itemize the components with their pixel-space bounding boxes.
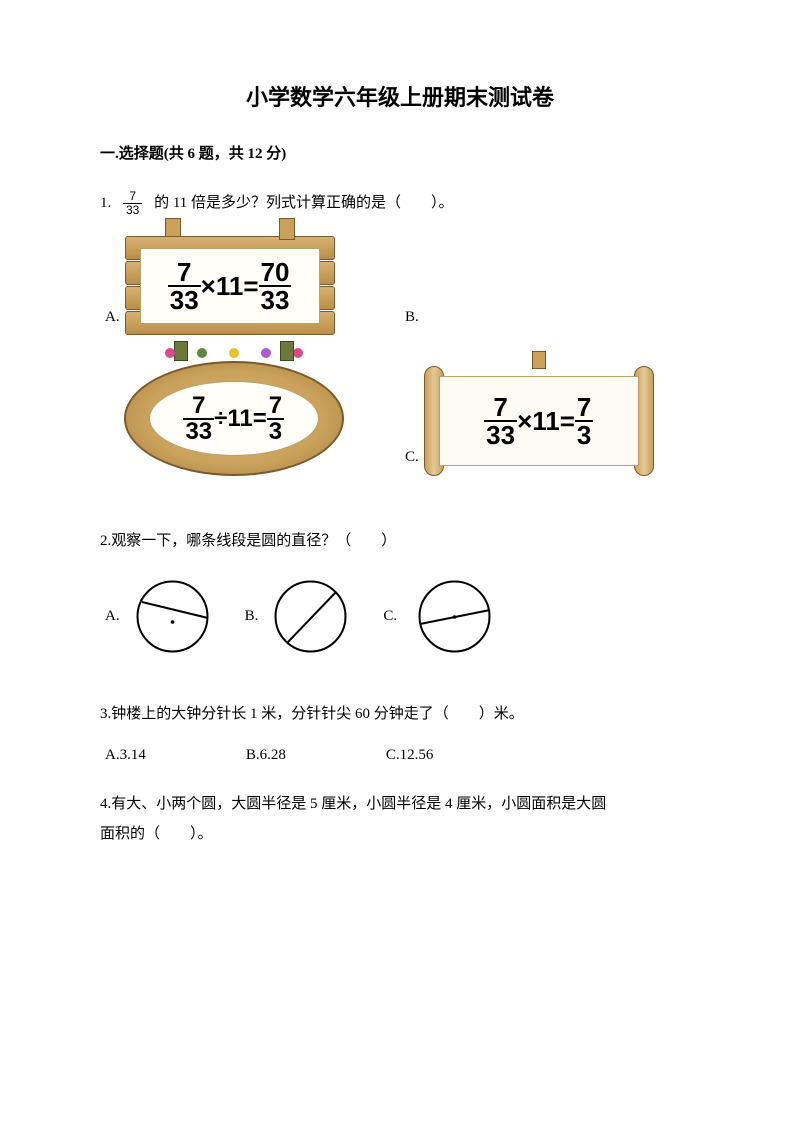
circle-diagonal-icon — [268, 574, 353, 659]
question-1: 1. 7 33 的 11 倍是多少？列式计算正确的是（ ）。 — [100, 188, 700, 218]
q2-option-c[interactable]: C. — [383, 574, 502, 659]
option-c-label: C. — [405, 449, 419, 466]
q1-options: A. 733 ×11= 7033 B. B. 733 ÷ — [105, 236, 700, 476]
q2-options: A. B. C. — [105, 574, 700, 659]
page-title: 小学数学六年级上册期末测试卷 — [100, 80, 700, 112]
q2-c-label: C. — [383, 608, 397, 625]
question-3: 3.钟楼上的大钟分针长 1 米，分针针尖 60 分钟走了（ ）米。 — [100, 699, 700, 729]
q1-option-a[interactable]: A. 733 ×11= 7033 — [105, 236, 365, 336]
question-2: 2.观察一下，哪条线段是圆的直径？（ ） — [100, 526, 700, 556]
q1-option-c[interactable]: C. 733 ×11= 73 — [405, 356, 654, 476]
q4-line2: 面积的（ ）。 — [100, 819, 700, 849]
q3-option-b[interactable]: B.6.28 — [246, 747, 286, 764]
q1-tail: 的 11 倍是多少？列式计算正确的是（ ）。 — [154, 195, 453, 211]
scroll-sign-icon: 733 ×11= 73 — [424, 366, 654, 476]
q2-option-a[interactable]: A. — [105, 574, 215, 659]
q1-option-b-placeholder: B. — [405, 236, 435, 336]
wooden-sign-icon: 733 ×11= 7033 — [125, 236, 335, 336]
q2-b-label: B. — [245, 608, 259, 625]
q1-number: 1. — [100, 195, 111, 211]
option-b-label: B. — [405, 309, 419, 326]
q4-line1: 4.有大、小两个圆，大圆半径是 5 厘米，小圆半径是 4 厘米，小圆面积是大圆 — [100, 789, 700, 819]
circle-chord-icon — [130, 574, 215, 659]
section-heading: 一.选择题(共 6 题，共 12 分) — [100, 142, 700, 163]
q2-option-b[interactable]: B. — [245, 574, 354, 659]
q3-option-c[interactable]: C.12.56 — [386, 747, 434, 764]
oval-sign-icon: 733 ÷11= 73 — [124, 356, 344, 476]
question-4: 4.有大、小两个圆，大圆半径是 5 厘米，小圆半径是 4 厘米，小圆面积是大圆 … — [100, 789, 700, 849]
q3-option-a[interactable]: A.3.14 — [105, 747, 146, 764]
circle-diameter-icon — [407, 574, 502, 659]
q1-fraction: 7 33 — [123, 190, 142, 217]
q3-options: A.3.14 B.6.28 C.12.56 — [105, 747, 700, 764]
option-a-label: A. — [105, 309, 120, 326]
q1-option-b[interactable]: B. 733 ÷11= 73 — [105, 356, 365, 476]
q2-a-label: A. — [105, 608, 120, 625]
